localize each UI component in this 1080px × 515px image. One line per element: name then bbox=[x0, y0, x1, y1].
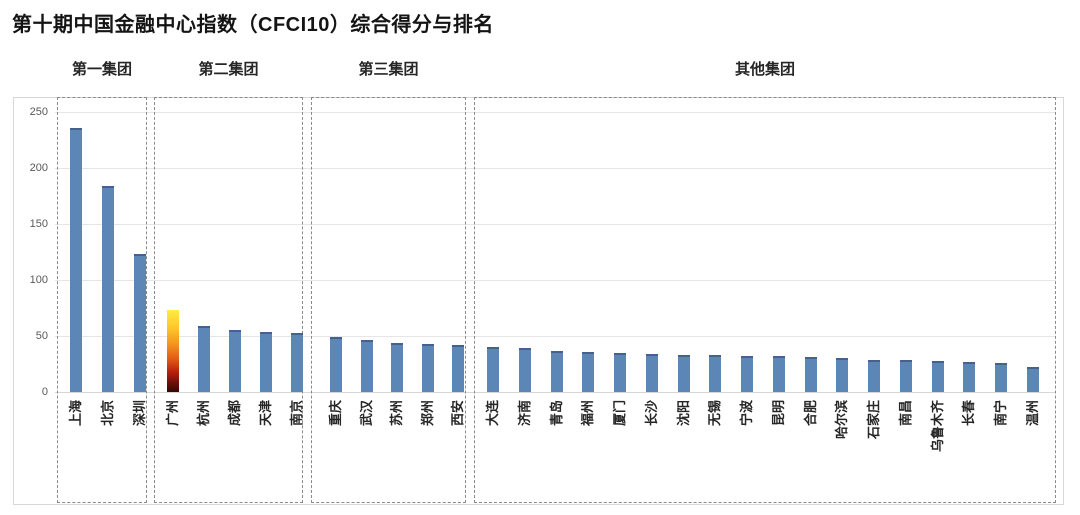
x-axis-label-text: 南京 bbox=[289, 400, 304, 427]
x-axis-label-text: 温州 bbox=[1025, 400, 1040, 427]
bar bbox=[963, 362, 975, 392]
bar bbox=[995, 363, 1007, 392]
x-axis-label-text: 昆明 bbox=[771, 400, 786, 427]
bar bbox=[519, 348, 531, 392]
bar bbox=[102, 186, 114, 392]
x-axis-label-text: 重庆 bbox=[328, 400, 343, 427]
bar bbox=[422, 344, 434, 392]
x-axis-label-text: 南昌 bbox=[898, 400, 913, 427]
bar bbox=[678, 355, 690, 392]
bar bbox=[391, 343, 403, 392]
group-label: 第二集团 bbox=[198, 61, 259, 78]
gridline-150 bbox=[55, 224, 1056, 225]
group-box bbox=[57, 97, 147, 503]
group-box bbox=[474, 97, 1056, 503]
bar bbox=[741, 356, 753, 392]
bar bbox=[452, 345, 464, 392]
bar bbox=[361, 340, 373, 392]
x-axis-label-text: 西安 bbox=[450, 400, 465, 427]
y-axis-tick: 250 bbox=[29, 106, 48, 118]
group-box bbox=[311, 97, 466, 503]
x-axis-label-text: 郑州 bbox=[420, 400, 435, 427]
x-axis-label-text: 厦门 bbox=[612, 400, 627, 427]
bar bbox=[198, 326, 210, 392]
gridline-50 bbox=[55, 336, 1056, 337]
bar bbox=[551, 351, 563, 392]
bar-highlighted bbox=[167, 310, 179, 392]
bar bbox=[330, 337, 342, 392]
x-axis-label-text: 苏州 bbox=[389, 400, 404, 427]
x-axis-label-text: 天津 bbox=[258, 400, 273, 427]
x-axis-label-text: 成都 bbox=[227, 400, 242, 427]
bar bbox=[836, 358, 848, 392]
y-axis-tick: 200 bbox=[29, 162, 48, 174]
x-axis-label-text: 乌鲁木齐 bbox=[930, 400, 945, 453]
x-axis-label-text: 广州 bbox=[165, 400, 180, 427]
bar bbox=[709, 355, 721, 392]
x-axis-label-text: 福州 bbox=[580, 400, 595, 427]
bar bbox=[70, 128, 82, 392]
y-axis-tick: 150 bbox=[29, 218, 48, 230]
gridline-100 bbox=[55, 280, 1056, 281]
y-axis-tick: 50 bbox=[35, 330, 48, 342]
x-axis-label-text: 北京 bbox=[100, 400, 115, 427]
x-axis-label-text: 哈尔滨 bbox=[834, 400, 849, 440]
group-label: 第一集团 bbox=[71, 61, 132, 78]
bar bbox=[229, 330, 241, 392]
gridline-250 bbox=[55, 112, 1056, 113]
group-label: 第三集团 bbox=[358, 61, 419, 78]
x-axis-label-text: 宁波 bbox=[739, 400, 754, 427]
group-box bbox=[154, 97, 303, 503]
x-axis-label-text: 南宁 bbox=[993, 400, 1008, 427]
bar bbox=[805, 357, 817, 392]
bar bbox=[291, 333, 303, 392]
x-axis-label-text: 沈阳 bbox=[676, 400, 691, 427]
bar bbox=[487, 347, 499, 392]
x-axis-label-text: 大连 bbox=[485, 400, 500, 427]
bar bbox=[134, 254, 146, 392]
bar bbox=[868, 360, 880, 392]
group-label: 其他集团 bbox=[734, 61, 795, 78]
bar bbox=[1027, 367, 1039, 392]
bar bbox=[614, 353, 626, 392]
x-axis-label-text: 长春 bbox=[961, 400, 976, 427]
x-axis-label-text: 青岛 bbox=[549, 400, 564, 427]
x-axis-label-text: 杭州 bbox=[196, 400, 211, 427]
x-axis-label-text: 深圳 bbox=[132, 400, 147, 427]
y-axis-tick: 0 bbox=[41, 386, 48, 398]
bar bbox=[932, 361, 944, 392]
y-axis-tick: 100 bbox=[29, 274, 48, 286]
gridline-0 bbox=[55, 392, 1056, 393]
chart-title: 第十期中国金融中心指数（CFCI10）综合得分与排名 bbox=[12, 14, 494, 36]
bar bbox=[900, 360, 912, 392]
bar bbox=[646, 354, 658, 392]
bar bbox=[260, 332, 272, 392]
x-axis-label-text: 无锡 bbox=[707, 400, 722, 427]
x-axis-label-text: 石家庄 bbox=[866, 400, 881, 440]
gridline-200 bbox=[55, 168, 1056, 169]
x-axis-label-text: 长沙 bbox=[644, 400, 659, 427]
bar bbox=[773, 356, 785, 392]
x-axis-label-text: 合肥 bbox=[803, 400, 818, 427]
x-axis-label-text: 武汉 bbox=[359, 400, 374, 427]
x-axis-label-text: 上海 bbox=[68, 400, 83, 427]
bar bbox=[582, 352, 594, 392]
x-axis-label-text: 济南 bbox=[517, 400, 532, 427]
